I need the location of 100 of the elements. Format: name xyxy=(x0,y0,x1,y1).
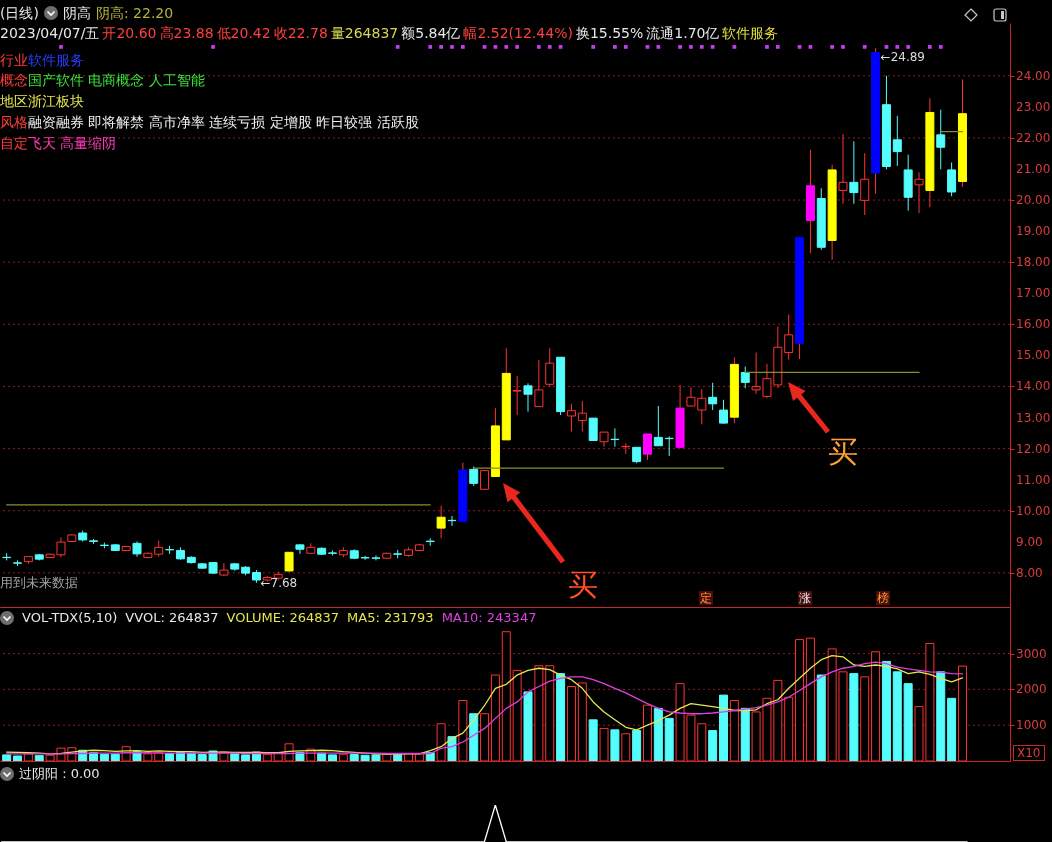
bar xyxy=(936,671,946,761)
bar xyxy=(490,674,500,761)
bar xyxy=(436,723,446,761)
bar xyxy=(816,674,826,761)
bar xyxy=(957,665,967,761)
annotation: 自定 xyxy=(0,134,28,152)
y-tick-label: 24.00 xyxy=(1016,68,1051,83)
y-tick-label: 8.00 xyxy=(1016,565,1043,580)
bar xyxy=(947,697,957,761)
annotation: 融资融券 即将解禁 高市净率 连续亏损 定增股 昨日较强 活跃股 xyxy=(28,113,419,131)
bar xyxy=(2,754,12,761)
annotation: MA5: 231793 xyxy=(347,609,434,626)
candlestick xyxy=(849,140,859,205)
bar xyxy=(729,699,739,761)
annotation: ←24.89 xyxy=(880,50,925,65)
y-tick-label: 1000 xyxy=(1016,718,1047,733)
bar xyxy=(653,707,663,761)
bar xyxy=(110,753,120,761)
y-tick-label: 9.00 xyxy=(1016,534,1043,549)
bar xyxy=(881,660,891,761)
annotation: 低20.42 xyxy=(216,24,271,42)
annotation: 行业 xyxy=(0,51,28,69)
annotation: 流通1.70亿 xyxy=(646,24,720,42)
bar xyxy=(740,707,750,761)
annotation: 软件服务 xyxy=(28,51,84,69)
candlestick xyxy=(947,161,957,197)
text: 阴高 xyxy=(62,4,91,22)
annotation: 买 xyxy=(828,434,858,469)
bar xyxy=(566,686,576,761)
bar xyxy=(849,673,859,761)
annotation: 量264837 xyxy=(330,24,399,42)
annotation: 换15.55% xyxy=(575,24,644,42)
candlestick xyxy=(523,382,533,413)
annotation: 开20.60 xyxy=(102,24,157,42)
bar xyxy=(469,713,479,761)
bar xyxy=(523,691,533,761)
bar xyxy=(458,699,468,761)
annotation: 国产软件 电商概念 人工智能 xyxy=(28,71,205,89)
candlestick xyxy=(577,400,587,432)
candlestick xyxy=(936,109,946,170)
candlestick xyxy=(566,403,576,432)
annotation: 地区浙江板块 xyxy=(0,92,84,110)
y-tick-label: 10.00 xyxy=(1016,503,1051,518)
y-tick-label: 20.00 xyxy=(1016,193,1051,208)
chart-title: (日线) xyxy=(0,4,39,22)
chart-title: 过阴阳 : 0.00 xyxy=(19,765,100,782)
bar xyxy=(805,637,815,761)
bar xyxy=(860,676,870,761)
y-tick-label: 18.00 xyxy=(1016,255,1051,270)
annotation: 2023/04/07/五 xyxy=(0,24,100,42)
annotation: 概念 xyxy=(0,71,28,89)
candlestick xyxy=(914,171,924,214)
bar xyxy=(512,669,522,761)
bar xyxy=(230,753,240,761)
candlestick xyxy=(708,382,718,411)
annotation: 买 xyxy=(568,567,598,602)
annotation: 定 xyxy=(699,591,713,605)
candlestick xyxy=(642,433,652,461)
candlestick xyxy=(892,115,902,167)
bar xyxy=(892,671,902,761)
y-tick-label: 23.00 xyxy=(1016,99,1051,114)
bar xyxy=(664,717,674,761)
bar xyxy=(328,754,338,761)
annotation: 软件服务 xyxy=(722,24,779,42)
candlestick xyxy=(469,466,479,487)
y-tick-label: 19.00 xyxy=(1016,224,1051,239)
annotation: 用到未来数据 xyxy=(0,574,78,591)
candlestick xyxy=(284,551,294,573)
annotation: 风格 xyxy=(0,113,28,131)
y-tick-label: 17.00 xyxy=(1016,286,1051,301)
bar xyxy=(480,713,490,761)
y-tick-label: 21.00 xyxy=(1016,162,1051,176)
y-tick-label: 13.00 xyxy=(1016,410,1051,425)
annotation: 高23.88 xyxy=(159,24,214,42)
bar xyxy=(621,733,631,761)
y-tick-label: 14.00 xyxy=(1016,379,1051,394)
annotation: 涨 xyxy=(798,591,812,605)
candlestick xyxy=(838,133,848,205)
bar xyxy=(414,753,424,761)
annotation: 榜 xyxy=(876,591,890,605)
bar xyxy=(241,754,251,761)
annotation: 收22.78 xyxy=(273,24,328,42)
bar xyxy=(903,683,913,761)
bar xyxy=(632,730,642,761)
bar xyxy=(871,651,881,761)
bar xyxy=(784,696,794,761)
bar xyxy=(577,682,587,761)
candlestick xyxy=(860,152,870,216)
candlestick xyxy=(719,399,729,425)
candlestick xyxy=(610,427,620,448)
candlestick xyxy=(219,562,229,577)
bar xyxy=(556,673,566,761)
candlestick xyxy=(588,417,598,441)
text: 阴高: 22.20 xyxy=(95,4,174,22)
y-tick-label: 2000 xyxy=(1016,682,1047,697)
y-tick-label: 3000 xyxy=(1016,646,1047,661)
bar xyxy=(708,730,718,761)
bar xyxy=(338,753,348,761)
bar xyxy=(599,727,609,761)
bar xyxy=(588,719,598,761)
